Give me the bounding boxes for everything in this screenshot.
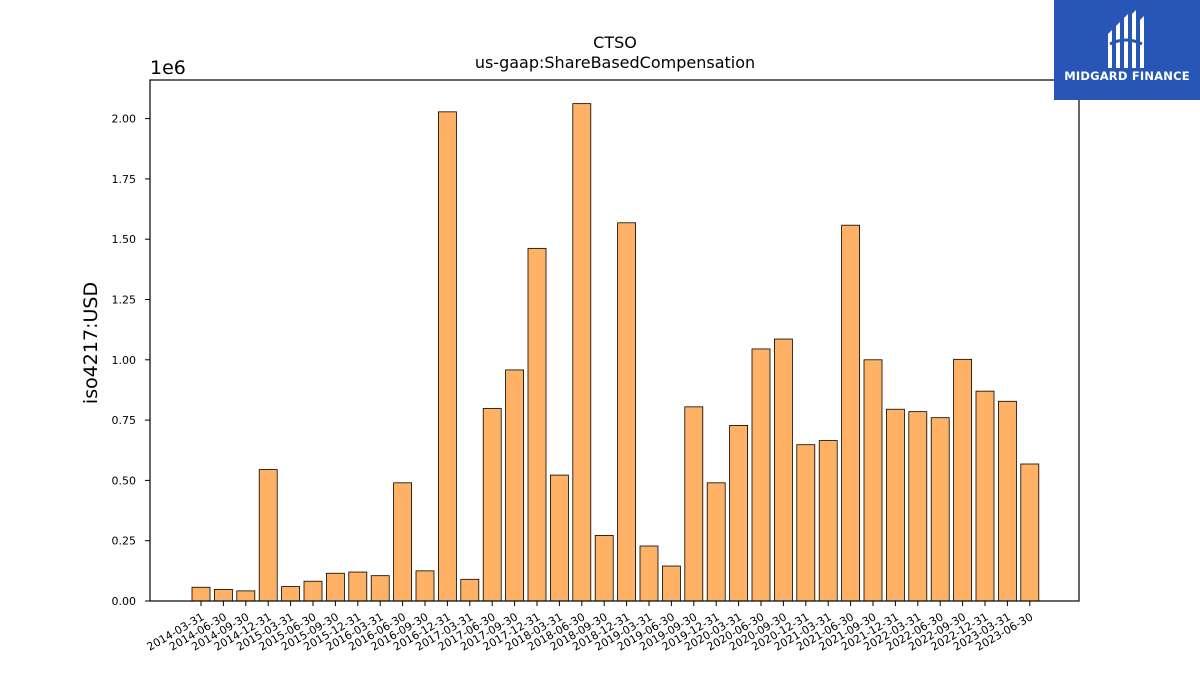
bar-2022-06-30 <box>930 417 950 602</box>
logo-mark-icon <box>1108 10 1144 68</box>
bar-2014-03-31 <box>191 586 211 602</box>
x-axis-ticks: 2014-03-312014-06-302014-09-302014-12-31… <box>145 601 1035 654</box>
bar-2023-03-31 <box>998 400 1017 602</box>
bar-2018-03-31 <box>550 474 569 602</box>
y-tick-label: 1.00 <box>112 354 137 367</box>
plot-frame <box>149 79 1080 602</box>
bars-group <box>191 103 1040 602</box>
chart-title: CTSO <box>593 33 637 52</box>
y-tick-label: 0.75 <box>112 414 137 427</box>
bar-2016-06-30 <box>393 482 413 602</box>
bar-2021-03-31 <box>818 440 838 602</box>
bar-2015-09-30 <box>325 572 345 602</box>
bar-2022-03-31 <box>908 411 928 602</box>
bar-2020-12-31 <box>796 444 816 602</box>
brand-logo: MIDGARD FINANCE <box>1054 0 1200 100</box>
y-tick-label: 2.00 <box>112 113 137 126</box>
y-tick-label: 1.75 <box>112 173 137 186</box>
bar-2021-09-30 <box>863 359 883 602</box>
chart-subtitle: us-gaap:ShareBasedCompensation <box>474 53 756 72</box>
bar-2014-06-30 <box>213 589 233 602</box>
bar-2015-06-30 <box>303 580 323 602</box>
bar-2016-09-30 <box>415 570 435 602</box>
bar-2019-06-30 <box>662 565 681 602</box>
y-axis-offset-label: 1e6 <box>150 57 186 79</box>
bar-2019-09-30 <box>684 406 704 602</box>
bar-2019-03-31 <box>639 545 659 602</box>
bar-2018-09-30 <box>594 534 614 602</box>
bar-2021-12-31 <box>886 408 905 602</box>
bar-2017-09-30 <box>505 369 525 602</box>
logo-text: MIDGARD FINANCE <box>1064 69 1190 83</box>
bar-2017-03-31 <box>460 578 480 602</box>
bar-2023-06-30 <box>1020 463 1040 602</box>
y-axis-ticks: 0.00 0.25 0.50 0.75 1.00 1.25 1.50 1.75 2.00 <box>112 113 150 608</box>
y-tick-label: 0.00 <box>112 595 137 608</box>
bar-2014-09-30 <box>236 590 256 602</box>
bar-2020-03-31 <box>729 425 748 602</box>
bar-2022-12-31 <box>975 390 995 602</box>
bar-2016-12-31 <box>437 111 457 602</box>
bar-2015-12-31 <box>348 571 368 602</box>
bar-2016-03-31 <box>370 575 390 602</box>
y-tick-label: 1.25 <box>112 293 137 306</box>
bar-2017-12-31 <box>527 247 547 602</box>
bar-2014-12-31 <box>258 469 278 602</box>
bar-2019-12-31 <box>706 482 726 602</box>
bar-2020-09-30 <box>774 338 793 602</box>
y-axis-label: iso4217:USD <box>80 281 102 405</box>
bar-2018-12-31 <box>617 222 636 602</box>
bar-2018-06-30 <box>572 103 592 602</box>
y-tick-label: 1.50 <box>112 233 137 246</box>
bar-2021-06-30 <box>841 224 860 602</box>
bar-2020-06-30 <box>751 348 771 602</box>
y-tick-label: 0.50 <box>112 474 137 487</box>
bar-2022-09-30 <box>953 358 972 602</box>
y-tick-label: 0.25 <box>112 535 137 548</box>
bar-2015-03-31 <box>281 586 301 602</box>
bar-2017-06-30 <box>482 408 502 602</box>
